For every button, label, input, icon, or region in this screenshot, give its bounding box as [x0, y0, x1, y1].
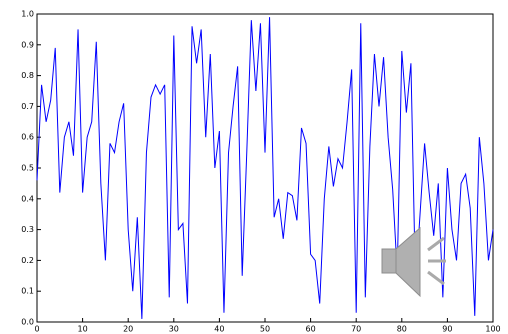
x-tick-label: 100: [485, 325, 500, 334]
y-tick-label: 0.8: [21, 71, 34, 80]
x-tick-label: 50: [260, 325, 270, 334]
x-tick-label: 80: [397, 325, 407, 334]
speaker-body: [381, 248, 397, 274]
y-tick-label: 0.3: [21, 225, 34, 234]
sound-wave: [427, 270, 445, 286]
y-tick-label: 0.6: [21, 133, 34, 142]
speaker-icon: [381, 226, 446, 298]
x-tick-label: 20: [123, 325, 133, 334]
x-tick-label: 60: [306, 325, 316, 334]
x-tick-label: 40: [214, 325, 224, 334]
x-tick-label: 0: [34, 325, 39, 334]
x-tick-label: 90: [442, 325, 452, 334]
y-tick-label: 0.7: [21, 102, 34, 111]
y-tick-label: 0.4: [21, 194, 34, 203]
y-tick-label: 0.5: [21, 164, 34, 173]
sound-wave: [427, 236, 445, 252]
y-tick-label: 0.0: [21, 318, 34, 327]
x-tick-label: 30: [169, 325, 179, 334]
x-tick-label: 10: [78, 325, 88, 334]
y-tick-label: 1.0: [21, 10, 34, 19]
plot-frame: [36, 13, 494, 323]
y-tick-label: 0.2: [21, 256, 34, 265]
speaker-cone: [395, 226, 421, 298]
y-tick-label: 0.9: [21, 40, 34, 49]
x-tick-label: 70: [351, 325, 361, 334]
data-line: [36, 17, 494, 319]
y-tick-label: 0.1: [21, 287, 34, 296]
